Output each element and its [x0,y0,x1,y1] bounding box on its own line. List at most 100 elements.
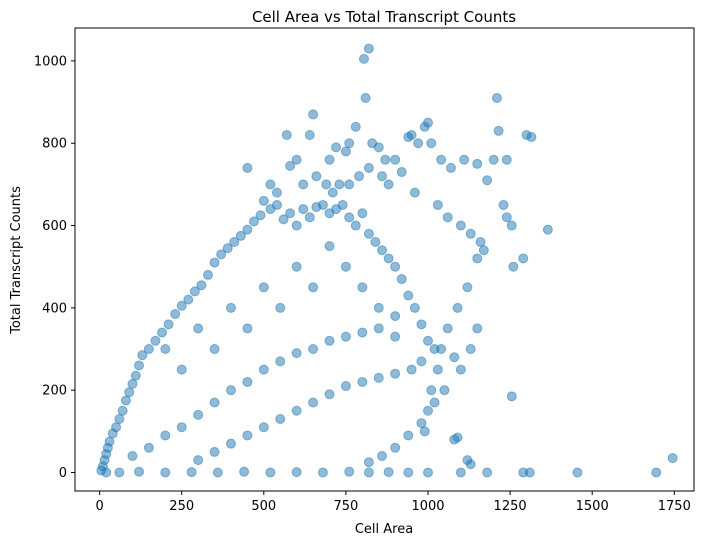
data-point [308,344,319,355]
data-point [229,237,240,248]
data-point [331,142,342,153]
data-point [542,224,553,235]
data-point [242,162,253,173]
data-point [344,179,355,190]
data-point [255,210,266,221]
data-point [124,387,135,398]
data-point [340,261,351,272]
data-point [327,187,338,198]
data-point [358,53,369,64]
data-point [406,130,417,141]
data-point [449,352,460,363]
data-point [423,405,434,416]
data-point [373,302,384,313]
data-point [455,364,466,375]
data-point [193,323,204,334]
data-point [127,451,138,462]
data-point [265,179,276,190]
data-point [157,327,168,338]
data-point [275,356,286,367]
data-point [183,294,194,305]
data-point [651,467,662,478]
data-point [117,405,128,416]
data-point [409,302,420,313]
data-point [667,453,678,464]
data-point [377,245,388,256]
data-point [459,154,470,165]
data-point [317,467,328,478]
data-point [242,376,253,387]
data-point [472,158,483,169]
data-point [209,397,220,408]
data-point [235,230,246,241]
data-point [176,300,187,311]
data-point [304,212,315,223]
data-point [101,467,112,478]
x-tick-label: 1000 [411,499,444,514]
data-point [308,397,319,408]
data-point [298,204,309,215]
data-point [442,323,453,334]
data-point [308,109,319,120]
data-point [291,467,302,478]
x-tick-label: 1750 [658,499,691,514]
data-point [298,179,309,190]
data-point [482,175,493,186]
data-point [160,467,171,478]
data-point [324,241,335,252]
data-point [324,335,335,346]
data-point [455,220,466,231]
data-point [291,261,302,272]
data-point [225,302,236,313]
data-point [104,436,115,447]
data-point [403,290,414,301]
x-tick-label: 500 [251,499,276,514]
data-point [357,376,368,387]
data-point [526,132,537,143]
data-point [291,348,302,359]
data-point [239,466,250,477]
data-point [403,467,414,478]
data-point [222,243,233,254]
data-point [409,187,420,198]
data-point [334,179,345,190]
data-point [419,426,430,437]
data-point [134,360,145,371]
data-point [462,455,473,466]
data-point [143,442,154,453]
y-tick-label: 1000 [34,54,67,69]
data-point [363,228,374,239]
data-point [360,92,371,103]
y-tick-label: 800 [42,137,67,152]
data-point [337,199,348,210]
x-tick-label: 1250 [494,499,527,514]
data-point [340,146,351,157]
data-point [242,430,253,441]
data-point [291,405,302,416]
data-point [472,253,483,264]
data-point [340,381,351,392]
data-point [462,282,473,293]
data-point [426,385,437,396]
data-point [354,171,365,182]
data-point [383,253,394,264]
data-point [193,409,204,420]
data-point [508,261,519,272]
data-point [225,438,236,449]
data-point [291,220,302,231]
data-point [114,467,125,478]
data-point [170,309,181,320]
data-point [258,195,269,206]
data-point [373,142,384,153]
data-point [390,331,401,342]
data-point [413,138,424,149]
data-point [406,364,417,375]
x-axis-ticks: 0 250 500 750 1000 1250 1500 1750 [95,491,691,514]
y-axis-ticks: 0 200 400 600 800 1000 [34,54,75,481]
data-point [524,467,535,478]
data-point [390,311,401,322]
data-point [373,323,384,334]
data-point [176,364,187,375]
data-point [196,280,207,291]
